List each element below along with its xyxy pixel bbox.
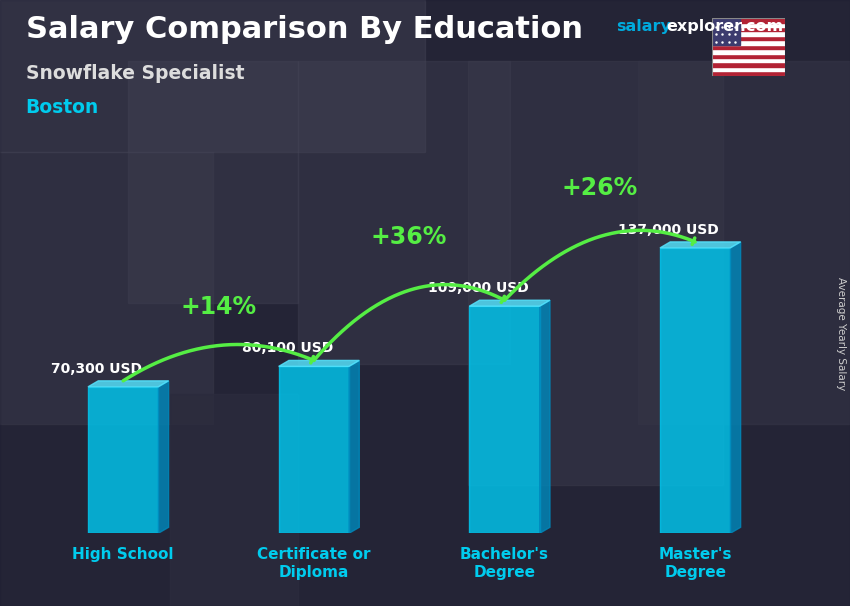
Bar [712,27,785,32]
Text: Boston: Boston [26,98,99,117]
Bar [712,18,785,22]
Text: salary: salary [616,19,672,35]
Polygon shape [158,381,168,533]
Polygon shape [279,361,360,367]
Bar [279,367,349,533]
Bar [128,61,298,303]
Bar [712,32,785,36]
Text: 70,300 USD: 70,300 USD [51,362,142,376]
Text: +14%: +14% [180,295,257,319]
Text: 80,100 USD: 80,100 USD [241,341,333,355]
Text: +36%: +36% [371,225,447,248]
Bar [712,36,785,41]
Polygon shape [469,300,550,306]
Bar [0,152,212,424]
Bar [712,49,785,53]
Bar [468,61,722,485]
Polygon shape [660,242,740,248]
Bar [638,61,850,424]
Text: 137,000 USD: 137,000 USD [619,222,719,237]
Bar [712,41,785,45]
Text: Salary Comparison By Education: Salary Comparison By Education [26,15,582,44]
Bar [469,306,540,533]
Bar [712,72,785,76]
Text: Snowflake Specialist: Snowflake Specialist [26,64,244,82]
Bar [660,248,730,533]
Bar [712,53,785,58]
Bar [170,394,298,606]
Text: explorer.com: explorer.com [666,19,784,35]
Bar [712,22,785,27]
Bar [712,18,740,45]
Bar [712,62,785,67]
Polygon shape [88,381,168,387]
Text: 109,000 USD: 109,000 USD [428,281,529,295]
Bar [0,0,425,152]
Bar [88,387,158,533]
Polygon shape [349,361,360,533]
Bar [298,61,510,364]
Bar [712,67,785,72]
Text: +26%: +26% [562,176,638,200]
Polygon shape [540,300,550,533]
Polygon shape [730,242,740,533]
Bar [712,58,785,62]
Bar [712,45,785,49]
Text: Average Yearly Salary: Average Yearly Salary [836,277,846,390]
